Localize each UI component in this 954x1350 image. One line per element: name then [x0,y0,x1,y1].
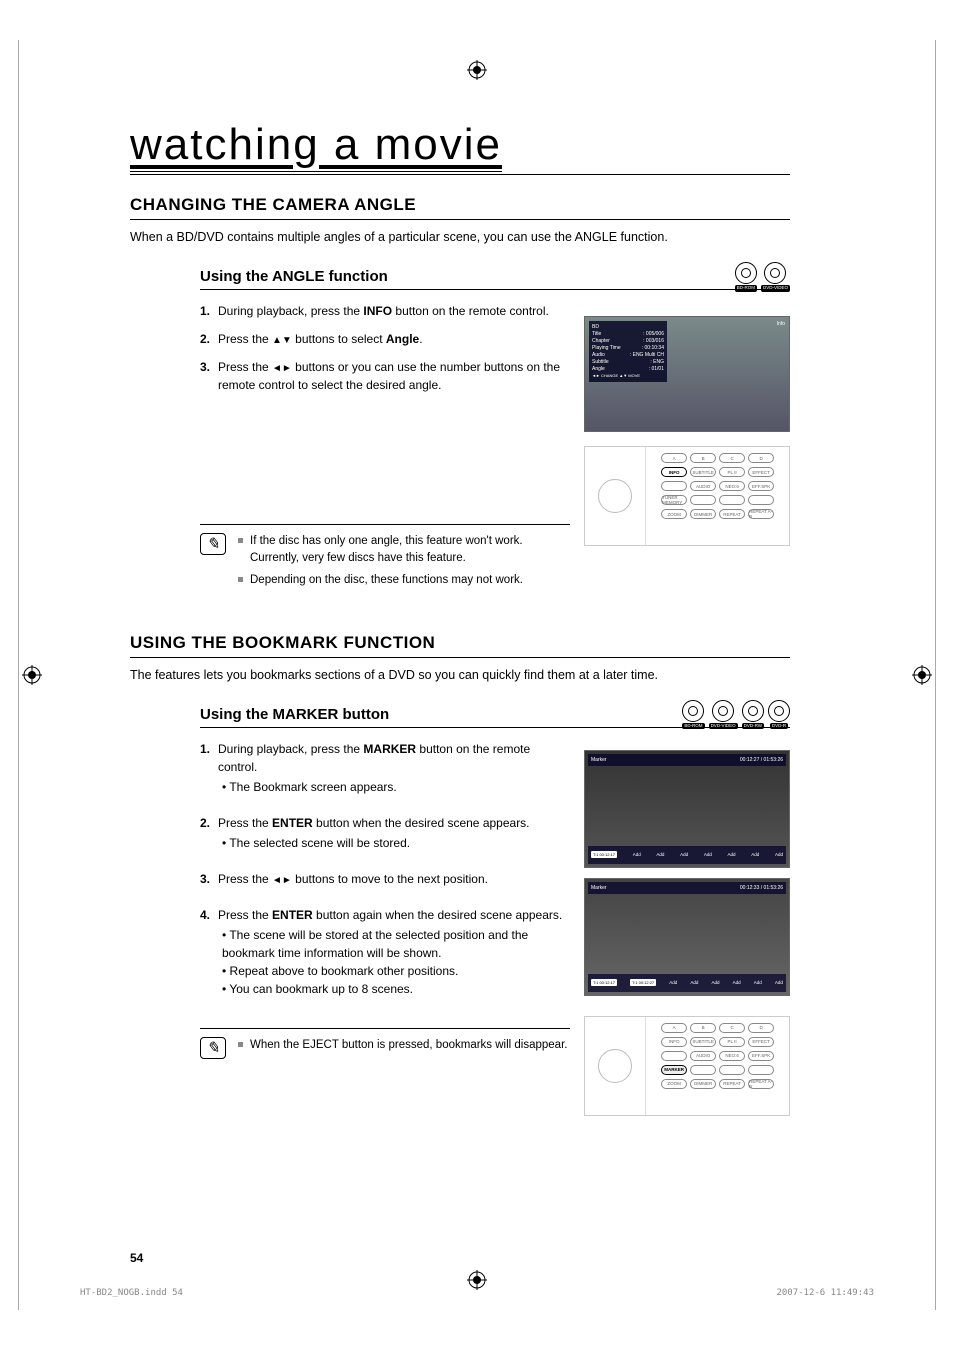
info-osd-screenshot: BD Title: 005/006 Chapter: 003/016 Playi… [584,316,790,432]
disc-icon: DVD-R [768,700,790,730]
note-item: If the disc has only one angle, this fea… [238,533,570,568]
print-footer: HT-BD2_NOGB.indd 54 2007-12-6 11:49:43 [80,1288,874,1298]
section-title-bookmark: USING THE BOOKMARK FUNCTION [130,633,790,658]
step-num: 2. [200,330,210,348]
disc-compat-icons-angle: BD-ROM DVD-VIDEO [735,262,790,292]
marker-screenshot-2: Marker 00:12:33 / 01:53:26 T:1 00:12:17 … [584,878,790,996]
page-title: watching a movie [130,120,790,175]
step-num: 3. [200,358,210,376]
registration-mark-top [467,60,487,80]
section-intro-angle: When a BD/DVD contains multiple angles o… [130,230,790,244]
note-block-bookmark: ✎ When the EJECT button is pressed, book… [200,1028,570,1059]
steps-bookmark: 1. During playback, press the MARKER but… [200,740,570,998]
step: 1. During playback, press the INFO butto… [200,302,570,320]
note-icon: ✎ [200,1037,226,1059]
subsection-bookmark: BD-ROM DVD-VIDEO DVD-RW DVD-R Using the … [200,706,790,1059]
page-number: 54 [130,1251,143,1265]
step: 2. Press the ENTER button when the desir… [200,814,570,852]
step: 1. During playback, press the MARKER but… [200,740,570,796]
info-button: INFO [661,467,687,477]
remote-diagram-bookmark: A B C D INFO SUBTITLE PL II EFFECT [584,1016,790,1116]
registration-mark-bottom [467,1270,487,1290]
note-item: Depending on the disc, these functions m… [238,572,570,589]
page-title-text: watching a movie [130,120,502,172]
remote-diagram-angle: A B C D INFO SUBTITLE PL II EFFECT AUDIO [584,446,790,546]
disc-icon: BD-ROM [735,262,757,292]
page-content: watching a movie CHANGING THE CAMERA ANG… [130,120,790,1059]
disc-icon: DVD-VIDEO [709,700,738,730]
registration-mark-right [912,665,932,685]
marker-screenshot-1: Marker 00:12:27 / 01:53:26 T:1 00:12:17 … [584,750,790,868]
updown-icon: ▲▼ [272,335,292,346]
marker-button: MARKER [661,1065,687,1075]
disc-icon: DVD-VIDEO [761,262,790,292]
subsection-title-angle: Using the ANGLE function [200,268,790,290]
marker-topbar: Marker 00:12:33 / 01:53:26 [588,882,786,894]
step-num: 1. [200,302,210,320]
registration-mark-left [22,665,42,685]
leftright-icon: ◄► [272,875,292,886]
marker-topbar: Marker 00:12:27 / 01:53:26 [588,754,786,766]
step: 4. Press the ENTER button again when the… [200,906,570,998]
footer-filename: HT-BD2_NOGB.indd 54 [80,1288,183,1298]
subsection-angle: BD-ROM DVD-VIDEO Using the ANGLE functio… [200,268,790,593]
osd-panel: BD Title: 005/006 Chapter: 003/016 Playi… [589,321,667,382]
marker-slots: T:1 00:12:17 T:1 00:12:27 Add Add Add Ad… [588,974,786,992]
step: 3. Press the ◄► buttons to move to the n… [200,870,570,888]
note-block-angle: ✎ If the disc has only one angle, this f… [200,524,570,593]
note-icon: ✎ [200,533,226,555]
footer-timestamp: 2007-12-6 11:49:43 [776,1288,874,1298]
disc-icon: DVD-RW [742,700,764,730]
step: 3. Press the ◄► buttons or you can use t… [200,358,570,394]
section-intro-bookmark: The features lets you bookmarks sections… [130,668,790,682]
note-list: If the disc has only one angle, this fea… [238,533,570,593]
steps-angle: 1. During playback, press the INFO butto… [200,302,570,394]
disc-compat-icons-bookmark: BD-ROM DVD-VIDEO DVD-RW DVD-R [682,700,790,730]
section-bookmark: USING THE BOOKMARK FUNCTION The features… [130,633,790,1059]
osd-info-label: Info [777,321,785,327]
note-list: When the EJECT button is pressed, bookma… [238,1037,567,1058]
leftright-icon: ◄► [272,363,292,374]
disc-icon: BD-ROM [682,700,704,730]
marker-slots: T:1 00:12:17 Add Add Add Add Add Add Add [588,846,786,864]
section-title-angle: CHANGING THE CAMERA ANGLE [130,195,790,220]
step: 2. Press the ▲▼ buttons to select Angle. [200,330,570,348]
note-item: When the EJECT button is pressed, bookma… [238,1037,567,1054]
disc-label: DVD-VIDEO [761,285,790,292]
disc-label: BD-ROM [735,285,757,292]
